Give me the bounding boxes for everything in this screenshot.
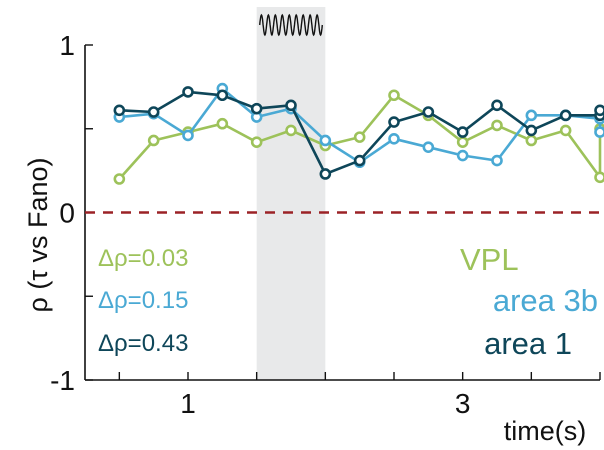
data-point: [353, 131, 366, 143]
data-point: [594, 171, 604, 184]
data-point: [250, 102, 263, 115]
data-point: [525, 124, 538, 137]
data-point: [216, 117, 229, 130]
data-point: [456, 136, 469, 148]
data-point: [250, 136, 263, 148]
data-point: [353, 154, 366, 167]
y-tick-label: 0: [59, 198, 75, 229]
data-point: [594, 104, 604, 117]
series-line: [119, 90, 602, 176]
data-point: [456, 126, 469, 138]
data-point: [594, 126, 604, 138]
data-point: [559, 109, 572, 122]
series-area-1: [113, 86, 604, 180]
stimulus-sine-icon: [259, 13, 323, 37]
data-point: [113, 173, 126, 185]
data-point: [216, 89, 229, 102]
series-line: [118, 94, 602, 180]
data-point: [491, 154, 503, 167]
legend-area-1: area 1: [484, 326, 572, 361]
y-tick-label: 1: [59, 30, 75, 61]
data-point: [319, 168, 332, 180]
x-axis-label: time(s): [504, 416, 587, 446]
data-point: [285, 124, 297, 137]
data-point: [491, 119, 503, 132]
data-point: [525, 109, 538, 122]
data-point: [388, 89, 400, 102]
data-point: [559, 124, 572, 137]
data-point: [182, 86, 194, 98]
series-layer: [113, 82, 604, 185]
x-tick-label: 3: [455, 388, 471, 419]
data-point: [147, 134, 160, 147]
data-point: [147, 106, 160, 118]
delta-rho-area-3b: Δρ=0.15: [98, 287, 188, 314]
data-point: [422, 141, 435, 153]
series-line: [119, 87, 602, 164]
y-axis-label: ρ (τ vs Fano): [23, 157, 53, 312]
y-tick-label: -1: [50, 365, 75, 396]
delta-rho-area-1: Δρ=0.43: [98, 330, 188, 357]
data-point: [182, 129, 194, 142]
y-axis-ticks: -1 0 1: [50, 30, 93, 396]
data-point: [456, 149, 469, 162]
data-point: [285, 99, 297, 112]
delta-rho-vpl: Δρ=0.03: [98, 245, 188, 272]
stimulus-period-band: [256, 7, 326, 380]
data-point: [388, 116, 400, 128]
x-tick-label: 1: [180, 388, 196, 419]
data-point: [491, 99, 503, 112]
data-point: [422, 106, 435, 118]
data-point: [319, 134, 332, 147]
legend-area-3b: area 3b: [493, 283, 598, 318]
legend-vpl: VPL: [460, 242, 519, 277]
data-point: [113, 104, 126, 117]
data-point: [388, 133, 400, 145]
data-point: [525, 134, 538, 147]
